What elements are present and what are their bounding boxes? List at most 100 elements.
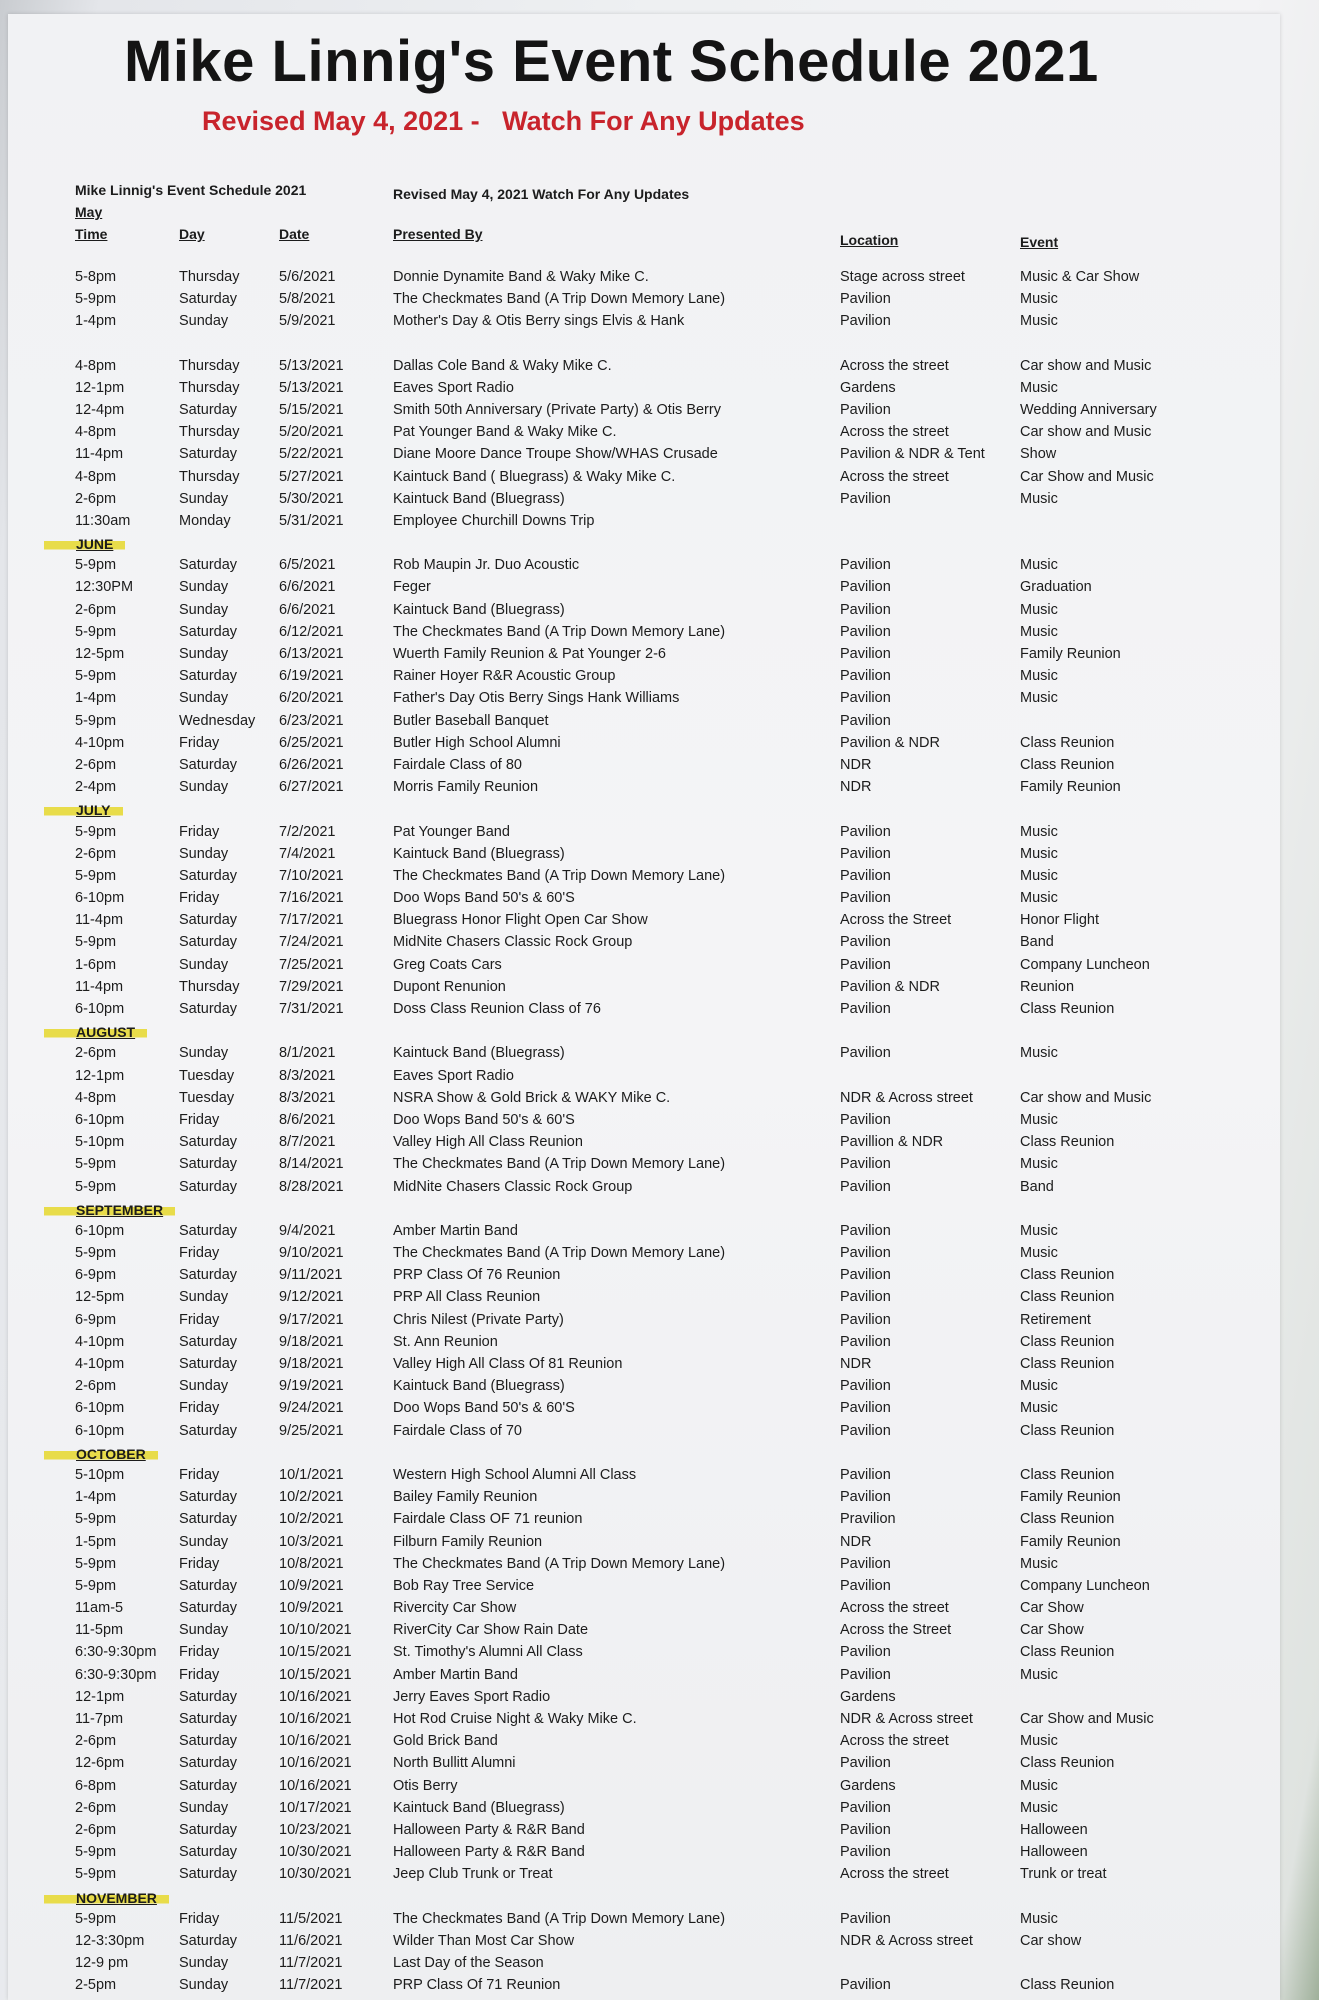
cell-time: 11-7pm [75, 1711, 124, 1727]
cell-day: Saturday [179, 1688, 238, 1705]
cell-presented-by: MidNite Chasers Classic Rock Group [393, 934, 633, 951]
cell-presented-by: Eaves Sport Radio [393, 379, 514, 396]
cell-time: 11-4pm [75, 446, 124, 463]
cell-day: Saturday [179, 1777, 238, 1794]
cell-location: Pavilion [840, 1910, 891, 1927]
cell-date: 5/13/2021 [279, 357, 344, 374]
table-row: 11-5pm Sunday 10/10/2021 RiverCity Car Show… [0, 1620, 1319, 1642]
cell-time: 2-6pm [75, 1378, 117, 1395]
cell-time: 11am-5 [75, 1600, 124, 1617]
cell-location: Pavilion [840, 313, 891, 330]
cell-presented-by: Bailey Family Reunion [393, 1489, 538, 1506]
cell-date: 9/18/2021 [279, 1356, 344, 1372]
cell-location: Pavilion [840, 1111, 891, 1128]
cell-day: Sunday [179, 490, 229, 507]
cell-event: Class Reunion [1020, 734, 1115, 751]
cell-date: 10/17/2021 [279, 1799, 352, 1816]
cell-presented-by: The Checkmates Band (A Trip Down Memory … [393, 623, 726, 640]
cell-presented-by: Chris Nilest (Private Party) [393, 1311, 564, 1328]
cell-day: Sunday [179, 579, 229, 596]
cell-date: 7/31/2021 [279, 1001, 344, 1017]
cell-date: 8/7/2021 [279, 1134, 336, 1151]
cell-presented-by: Pat Younger Band & Waky Mike C. [393, 424, 617, 441]
table-row: 6-10pm Friday 9/24/2021 Doo Wops Band 50's … [0, 1398, 1319, 1420]
cell-event: Car show [1020, 1932, 1082, 1949]
cell-time: 12-1pm [75, 1067, 125, 1084]
cell-event: Car Show and Music [1020, 1711, 1154, 1727]
cell-date: 10/16/2021 [279, 1733, 352, 1750]
cell-presented-by: Donnie Dynamite Band & Waky Mike C. [393, 269, 649, 285]
cell-presented-by: RiverCity Car Show Rain Date [393, 1622, 589, 1639]
cell-day: Friday [179, 823, 220, 840]
cell-presented-by: Halloween Party & R&R Band [393, 1821, 585, 1838]
cell-presented-by: Wuerth Family Reunion & Pat Younger 2-6 [393, 646, 666, 662]
table-row: 5-9pm Saturday 6/5/2021 Rob Maupin Jr. Duo … [0, 555, 1319, 577]
table-row: 12-1pm Thursday 5/13/2021 Eaves Sport Radio… [0, 378, 1319, 400]
cell-date: 8/28/2021 [279, 1178, 344, 1195]
table-row: 12-6pm Saturday 10/16/2021 North Bullitt Al… [0, 1753, 1319, 1775]
table-row: 2-6pm Sunday 7/4/2021 Kaintuck Band (Bluegr… [0, 844, 1319, 866]
cell-presented-by: PRP Class Of 76 Reunion [393, 1267, 561, 1284]
schedule-sheet [8, 14, 1280, 2000]
table-row: 4-8pm Thursday 5/13/2021 Dallas Cole Band &… [0, 356, 1319, 378]
cell-day: Thursday [179, 468, 240, 485]
table-row: 6-9pm Friday 9/17/2021 Chris Nilest (Privat… [0, 1310, 1319, 1332]
cell-time: 2-6pm [75, 601, 117, 618]
cell-location: Pavilion [840, 690, 891, 707]
table-row: 4-10pm Saturday 9/18/2021 Valley High All C… [0, 1354, 1319, 1376]
table-row: 5-9pm Saturday 7/24/2021 MidNite Chasers Cl… [0, 932, 1319, 954]
cell-event: Retirement [1020, 1311, 1091, 1328]
table-row: 1-5pm Sunday 10/3/2021 Filburn Family Reuni… [0, 1532, 1319, 1554]
page-title: Mike Linnig's Event Schedule 2021 [124, 29, 1099, 94]
cell-date: 7/2/2021 [279, 823, 336, 840]
cell-event: Music [1020, 823, 1058, 840]
cell-date: 11/7/2021 [279, 1977, 343, 1994]
cell-location: Pavilion [840, 1001, 891, 1017]
month-heading-label: OCTOBER [44, 1445, 158, 1462]
cell-day: Saturday [179, 1422, 238, 1439]
cell-day: Tuesday [179, 1089, 235, 1106]
cell-time: 5-9pm [75, 867, 117, 884]
column-header-event: Event [1020, 234, 1059, 250]
cell-location: Pavilion [840, 1333, 891, 1350]
cell-location: Pavilion [840, 712, 891, 729]
column-header-time: Time [75, 226, 108, 242]
cell-date: 6/27/2021 [279, 779, 344, 796]
cell-presented-by: Eaves Sport Radio [393, 1067, 514, 1084]
cell-event: Car show and Music [1020, 357, 1152, 374]
cell-date: 9/17/2021 [279, 1311, 344, 1328]
cell-date: 5/6/2021 [279, 269, 336, 285]
cell-day: Saturday [179, 1156, 238, 1173]
table-row: 5-9pm Friday 11/5/2021 The Checkmates Band … [0, 1909, 1319, 1931]
cell-time: 11-4pm [75, 912, 124, 929]
table-row: 11-4pm Thursday 7/29/2021 Dupont Renunion Pa… [0, 977, 1319, 999]
cell-time: 5-9pm [75, 1245, 117, 1262]
cell-day: Saturday [179, 1932, 238, 1949]
table-row: 6-10pm Saturday 7/31/2021 Doss Class Reunio… [0, 999, 1319, 1021]
cell-day: Sunday [179, 1533, 229, 1550]
cell-date: 9/24/2021 [279, 1400, 344, 1417]
cell-time: 5-9pm [75, 1866, 117, 1883]
cell-event: Class Reunion [1020, 1755, 1115, 1772]
cell-time: 4-10pm [75, 734, 125, 751]
cell-event: Music [1020, 668, 1058, 685]
cell-event: Music [1020, 1111, 1058, 1128]
cell-time: 12-9 pm [75, 1955, 129, 1972]
cell-presented-by: Kaintuck Band (Bluegrass) [393, 1045, 565, 1062]
cell-date: 10/16/2021 [279, 1755, 352, 1772]
cell-day: Friday [179, 1644, 220, 1661]
cell-presented-by: Dupont Renunion [393, 978, 506, 995]
cell-presented-by: The Checkmates Band (A Trip Down Memory … [393, 291, 726, 308]
month-heading: JULY [0, 799, 1319, 821]
column-header-date: Date [279, 226, 310, 242]
cell-time: 4-8pm [75, 1089, 117, 1106]
cell-presented-by: Fairdale Class of 70 [393, 1422, 522, 1439]
cell-location: Pavilion [840, 1555, 891, 1572]
cell-location: NDR [840, 756, 872, 773]
cell-event: Car show and Music [1020, 424, 1152, 441]
cell-event: Class Reunion [1020, 1001, 1115, 1017]
cell-presented-by: Hot Rod Cruise Night & Waky Mike C. [393, 1711, 637, 1727]
cell-event: Family Reunion [1020, 1533, 1121, 1550]
cell-event: Music [1020, 557, 1058, 574]
section-gap [0, 334, 1319, 356]
